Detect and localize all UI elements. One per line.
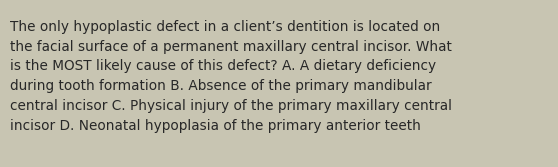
Text: The only hypoplastic defect in a client’s dentition is located on
the facial sur: The only hypoplastic defect in a client’… — [10, 20, 452, 133]
